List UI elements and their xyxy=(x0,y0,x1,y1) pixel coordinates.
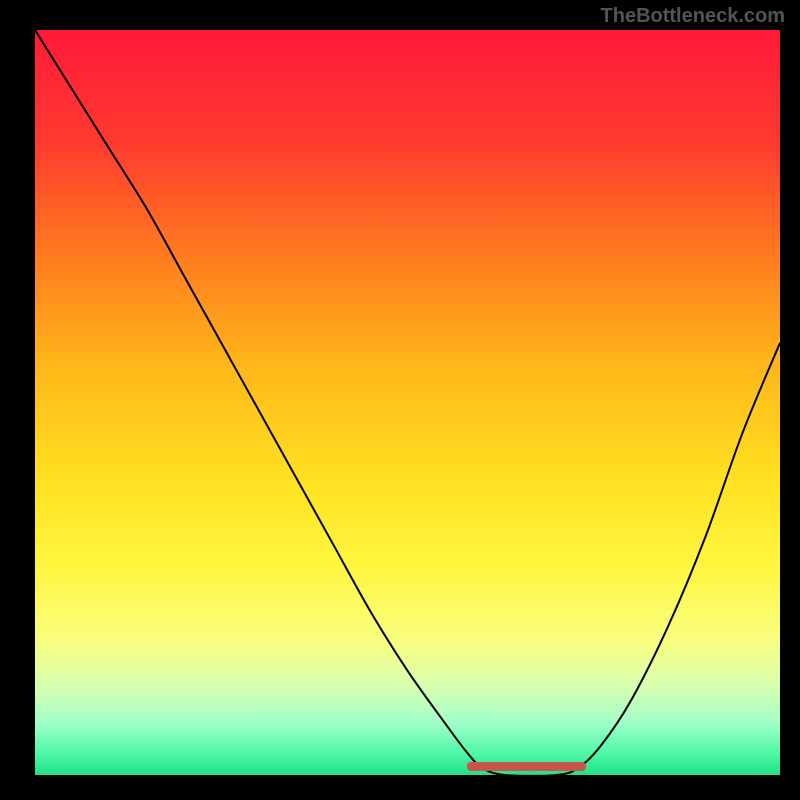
curve-path xyxy=(35,30,780,775)
watermark-text: TheBottleneck.com xyxy=(601,5,785,28)
bottleneck-curve xyxy=(35,30,780,775)
plot-area xyxy=(35,30,780,775)
optimal-range-marker xyxy=(467,762,586,771)
